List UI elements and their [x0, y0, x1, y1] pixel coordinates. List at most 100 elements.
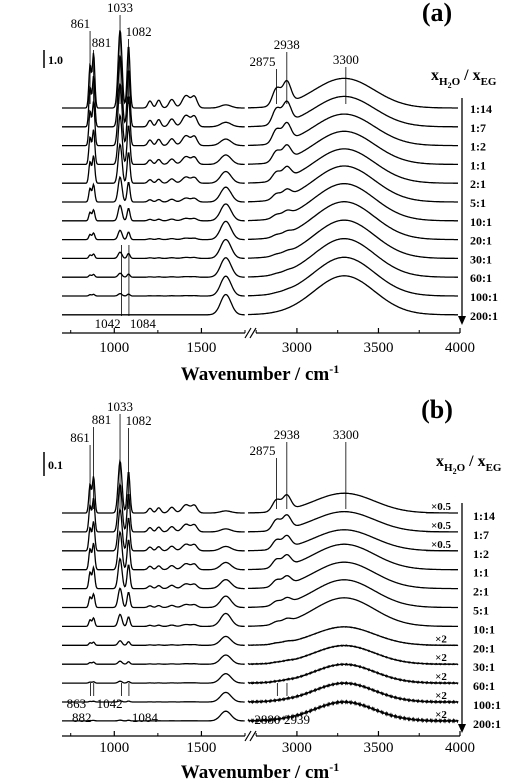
spectrum-line [62, 691, 245, 703]
peak-label: 2875 [250, 54, 276, 69]
spectrum-line [248, 579, 458, 609]
series-label: 1:1 [473, 566, 489, 580]
peak-label: 1082 [126, 413, 152, 428]
series-label: 60:1 [470, 271, 492, 285]
spectrum-line [247, 644, 459, 666]
series-multiplier: ×2 [435, 633, 447, 645]
series-multiplier: ×0.5 [431, 501, 452, 513]
x-axis-label: Wavenumber / cm-1 [181, 362, 339, 385]
series-label: 1:7 [473, 528, 489, 542]
series-label: 30:1 [473, 660, 495, 674]
series-label: 30:1 [470, 252, 492, 266]
peak-label: 2880 [254, 712, 280, 727]
axis-break-mark [244, 730, 252, 742]
peak-label: 1084 [132, 710, 159, 725]
x-tick-label: 3000 [282, 340, 312, 356]
legend-title: xH2O / xEG [431, 67, 497, 90]
series-label: 200:1 [470, 309, 498, 323]
spectrum-line [62, 203, 245, 222]
spectrum-line [62, 587, 245, 609]
spectrum-line [62, 654, 245, 665]
spectrum-line [248, 529, 458, 552]
peak-label: 3300 [333, 52, 359, 67]
spectrum-line [62, 612, 245, 628]
spectrum-line [248, 113, 458, 147]
x-tick-label: 3000 [282, 740, 312, 756]
spectrum-line [247, 699, 459, 724]
peak-label: 861 [71, 16, 91, 31]
peak-label: 861 [70, 430, 90, 445]
spectrum-line [248, 148, 458, 184]
series-label: 1:7 [470, 121, 486, 135]
arrow-head [458, 724, 466, 733]
series-label: 10:1 [473, 622, 495, 636]
series-label: 2:1 [473, 585, 489, 599]
spectrum-line [62, 293, 245, 316]
x-tick-label: 1500 [186, 740, 216, 756]
spectrum-line [62, 83, 245, 147]
peak-label: 1082 [126, 24, 152, 39]
series-multiplier: ×0.5 [431, 520, 452, 532]
spectrum-line [62, 635, 245, 646]
peak-label: 1033 [107, 399, 133, 414]
spectrum-line [62, 672, 245, 684]
spectrum-line [248, 183, 458, 222]
spectrum-line [247, 625, 459, 647]
spectrum-line [62, 507, 245, 552]
peak-label: 1042 [95, 316, 121, 331]
spectrum-line [247, 662, 459, 685]
spectrum-line [248, 597, 458, 628]
x-tick-label: 3500 [363, 740, 393, 756]
spectrum-line [248, 543, 458, 571]
spectrum-line [62, 530, 245, 571]
peak-label: 2939 [284, 712, 310, 727]
peak-label: 2938 [274, 37, 300, 52]
series-label: 5:1 [470, 196, 486, 210]
panel-label: (b) [421, 395, 453, 424]
spectrum-line [62, 30, 245, 109]
spectrum-line [62, 175, 245, 203]
spectrum-line [248, 95, 458, 128]
series-label: 5:1 [473, 604, 489, 618]
spectrum-line [247, 680, 459, 705]
series-multiplier: ×0.5 [431, 539, 452, 551]
peak-label: 3300 [333, 427, 359, 442]
axis-break-mark [249, 730, 257, 742]
peak-label: 2875 [250, 443, 276, 458]
panel-b: (b) 0.1 1000 1500 3000 3500 4000 Wavenumber / c… [43, 395, 502, 783]
peak-label: 881 [92, 412, 112, 427]
panel-a: (a) 1.0 1000 1500 3000 3500 4000 Wavenumber / c… [43, 0, 498, 385]
spectrum-line [248, 510, 458, 533]
series-label: 2:1 [470, 177, 486, 191]
series-label: 1:14 [473, 509, 495, 523]
spectrum-line [247, 201, 458, 241]
arrow-head [458, 316, 466, 325]
peak-label: 882 [72, 710, 92, 725]
spectrum-line [247, 256, 458, 297]
x-tick-label: 1500 [186, 340, 216, 356]
series-multiplier: ×2 [435, 690, 447, 702]
spectrum-line [62, 458, 245, 514]
scale-bar-label: 0.1 [48, 458, 63, 472]
axis-break-mark [244, 327, 252, 339]
series-label: 100:1 [473, 698, 501, 712]
spectrum-line [62, 55, 245, 128]
series-multiplier: ×2 [435, 671, 447, 683]
spectrum-line [62, 257, 245, 278]
spectrum-line [62, 238, 245, 260]
axis-break-mark [249, 327, 257, 339]
peak-label: 1033 [107, 0, 133, 15]
spectrum-line [247, 238, 458, 278]
peak-label: 2938 [274, 427, 300, 442]
series-label: 200:1 [473, 717, 501, 731]
spectrum-line [62, 275, 245, 297]
spectrum-line [62, 482, 245, 533]
panel-label: (a) [422, 0, 452, 27]
spectrum-line [248, 492, 458, 514]
spectrum-line [247, 219, 458, 260]
peak-label: 863 [67, 696, 87, 711]
spectrum-line [62, 220, 245, 241]
x-tick-label: 4000 [445, 740, 475, 756]
x-tick-label: 1000 [99, 740, 129, 756]
